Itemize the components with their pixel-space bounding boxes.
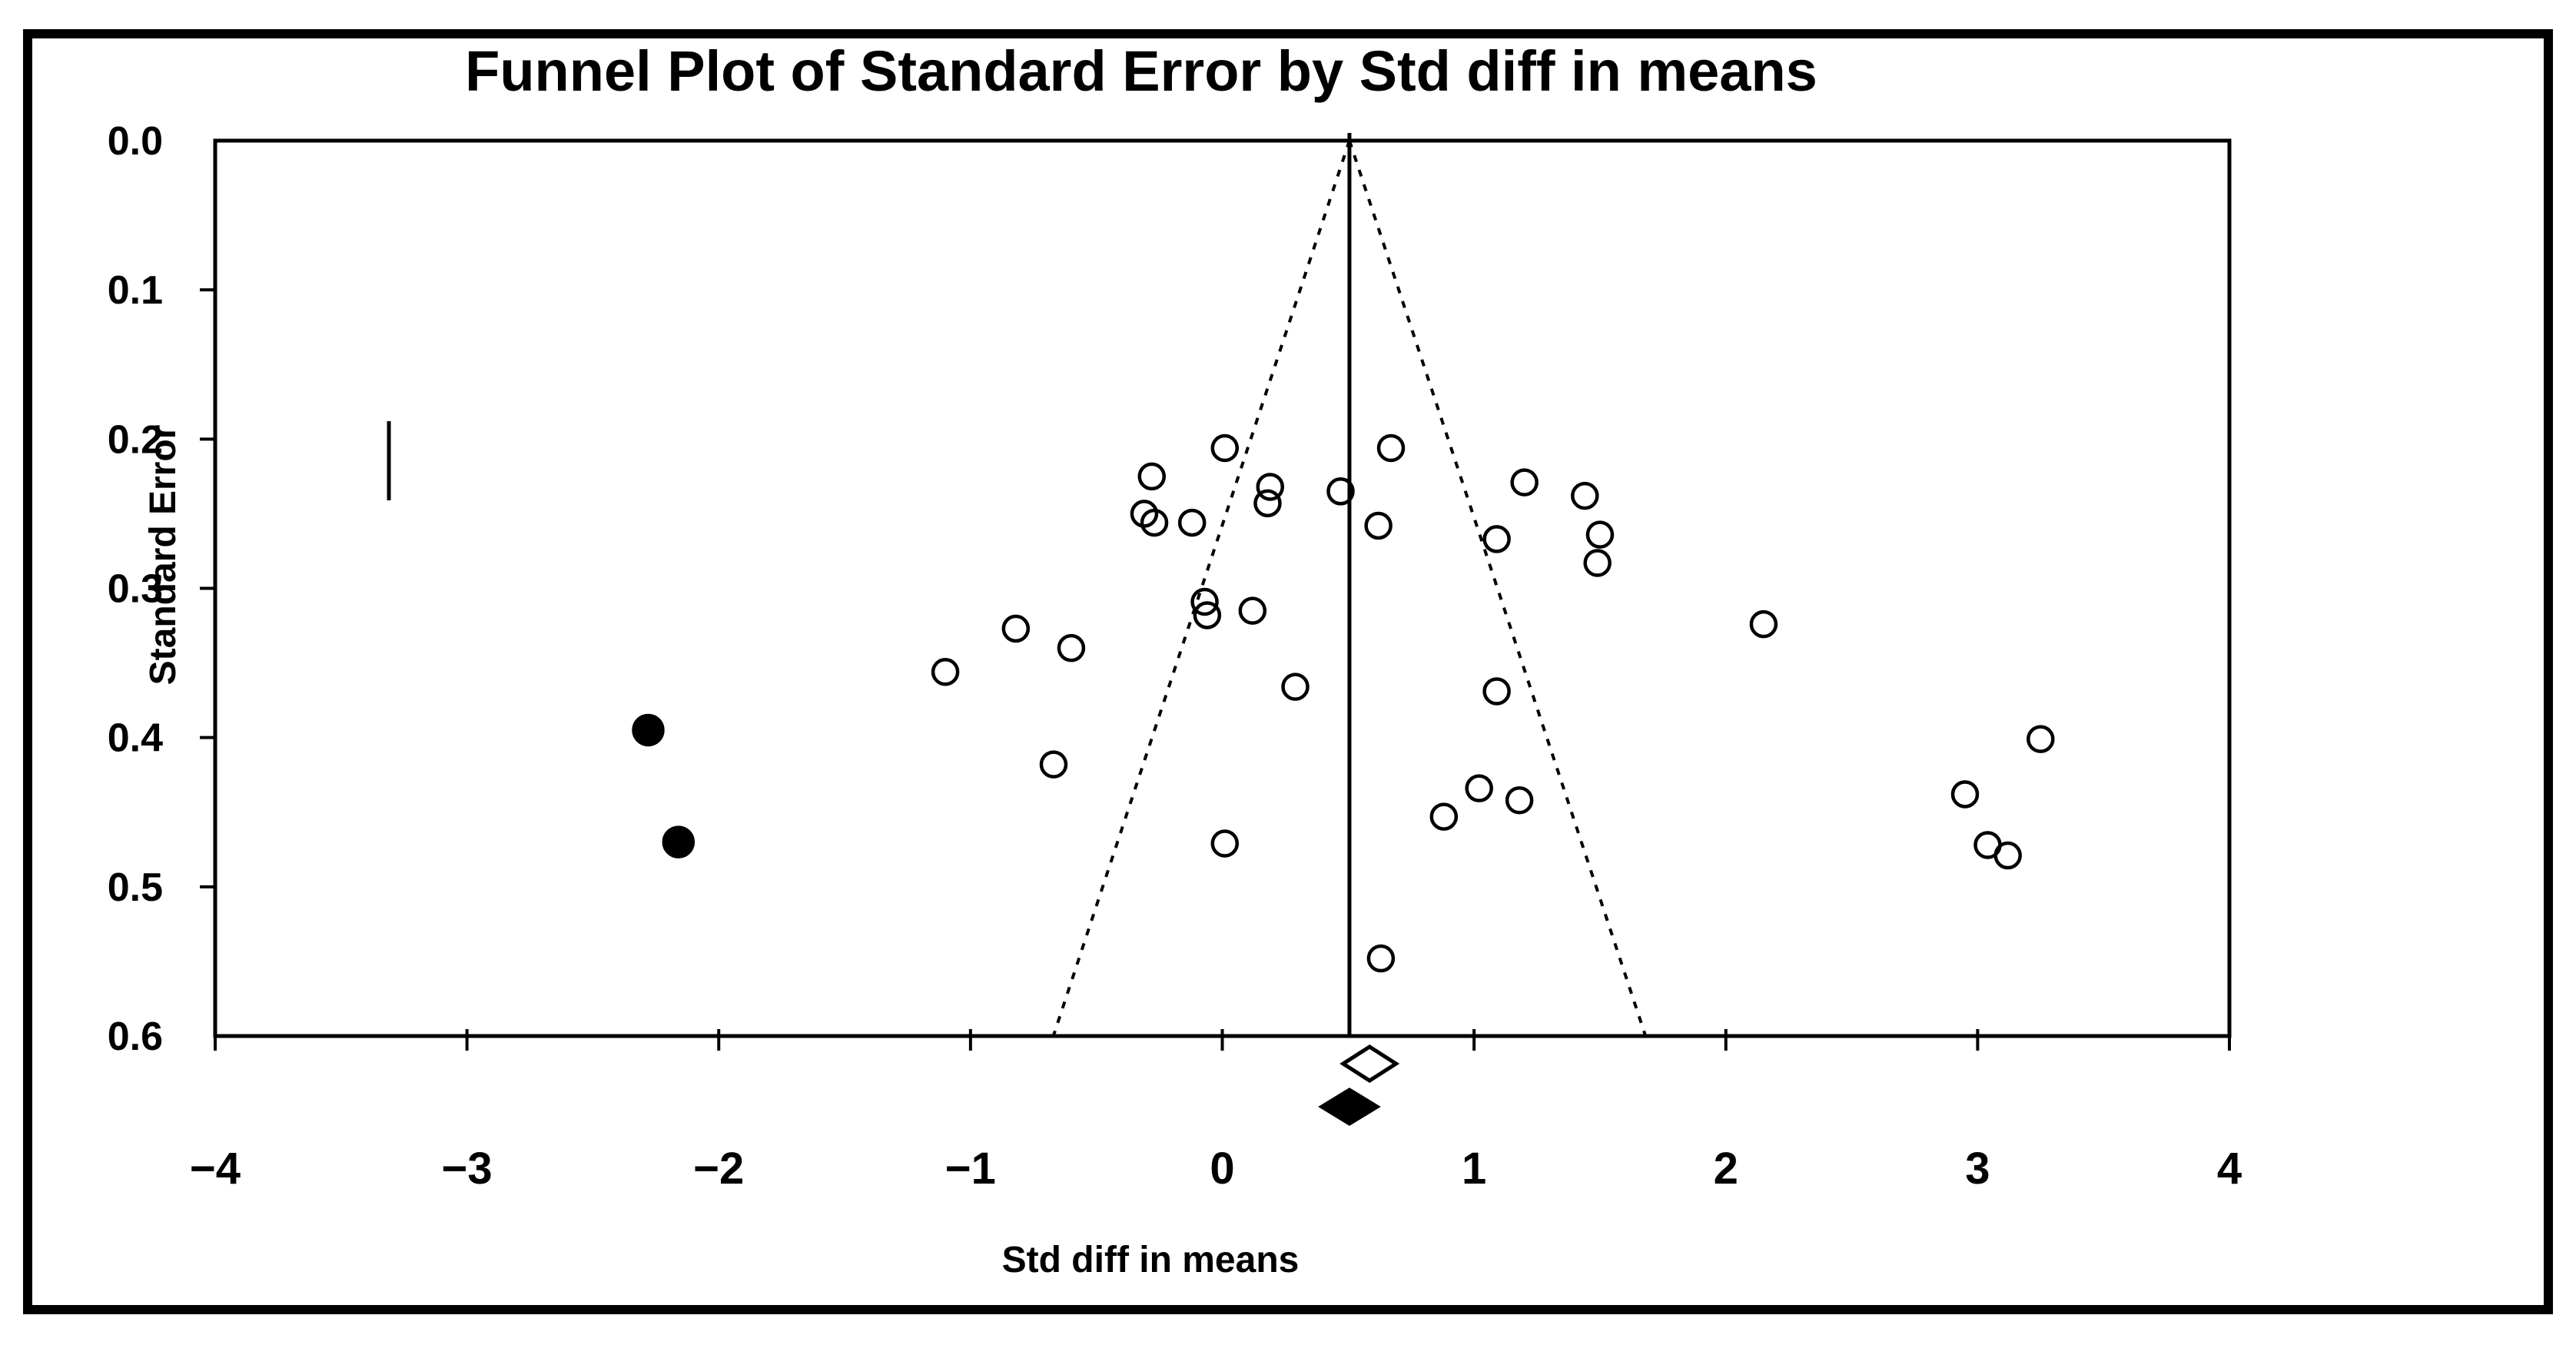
observed-study-point	[1510, 468, 1539, 496]
observed-study-point	[1140, 508, 1169, 537]
observed-study-point	[1364, 511, 1393, 540]
y-tick-label: 0.2	[108, 417, 163, 462]
observed-study-point	[1482, 677, 1511, 706]
observed-study-point	[1465, 774, 1493, 802]
x-tick-label: 1	[1462, 1144, 1486, 1194]
observed-study-point	[2027, 725, 2055, 753]
observed-study-point	[1210, 433, 1240, 463]
observed-study-point	[1253, 489, 1282, 518]
adjusted-effect-diamond	[1318, 1088, 1381, 1126]
observed-study-point	[1993, 841, 2022, 870]
axis-tick-labels: −4 −3 −2 −1 0 1 2 3 4 0.0 0.1 0.2 0.3 0.4 0.5 0.6	[108, 119, 2242, 1194]
y-tick-label: 0.0	[108, 119, 163, 164]
observed-effect-diamond	[1339, 1044, 1400, 1083]
x-tick-label: 0	[1210, 1144, 1234, 1194]
axis-ticks	[200, 288, 2231, 1051]
observed-study-point	[1583, 549, 1612, 577]
x-tick-label: −4	[190, 1144, 241, 1194]
y-tick-label: 0.1	[108, 268, 163, 313]
observed-study-point	[1950, 780, 1980, 809]
y-tick-label: 0.6	[108, 1015, 163, 1059]
observed-study-point	[1193, 601, 1222, 629]
observed-study-point	[1281, 672, 1310, 701]
imputed-study-point	[632, 713, 665, 747]
observed-study-point	[1256, 473, 1284, 501]
observed-study-point	[1505, 785, 1534, 815]
funnel-left-line	[1051, 140, 1351, 1037]
x-axis-label: Std diff in means	[1002, 1240, 1300, 1280]
x-tick-label: −1	[945, 1144, 996, 1194]
observed-study-point	[1429, 802, 1459, 831]
observed-study-point	[1190, 587, 1219, 616]
observed-study-point	[1571, 481, 1599, 510]
observed-study-point	[1585, 520, 1615, 549]
y-tick-label: 0.5	[108, 865, 163, 910]
y-tick-label: 0.3	[108, 567, 163, 612]
figure-border	[23, 29, 2553, 1314]
x-tick-label: 4	[2217, 1144, 2242, 1194]
observed-study-point	[1238, 596, 1267, 625]
y-axis-label: Standard Error	[143, 425, 184, 686]
study-points	[632, 433, 2055, 973]
imputed-study-point	[662, 825, 695, 858]
observed-study-point	[931, 657, 960, 686]
observed-study-point	[1326, 477, 1355, 506]
observed-study-point	[1210, 829, 1240, 858]
observed-study-point	[1376, 433, 1406, 463]
funnel-right-line	[1348, 140, 1648, 1037]
observed-study-point	[1039, 750, 1068, 779]
observed-study-point	[1749, 609, 1778, 639]
funnel-guide-lines	[387, 133, 1648, 1037]
x-tick-label: 3	[1965, 1144, 1990, 1194]
x-tick-label: −2	[693, 1144, 744, 1194]
observed-study-point	[1001, 614, 1031, 643]
chart-title: Funnel Plot of Standard Error by Std dif…	[465, 39, 1817, 103]
observed-study-point	[1482, 525, 1511, 553]
y-tick-label: 0.4	[108, 716, 163, 761]
observed-study-point	[1057, 633, 1086, 663]
observed-study-point	[1366, 944, 1396, 973]
plot-border	[213, 138, 2232, 1038]
pooled-effect-diamonds	[1318, 1044, 1400, 1126]
x-tick-label: −3	[442, 1144, 493, 1194]
x-tick-label: 2	[1714, 1144, 1738, 1194]
observed-study-point	[1137, 462, 1167, 491]
observed-study-point	[1177, 508, 1207, 537]
